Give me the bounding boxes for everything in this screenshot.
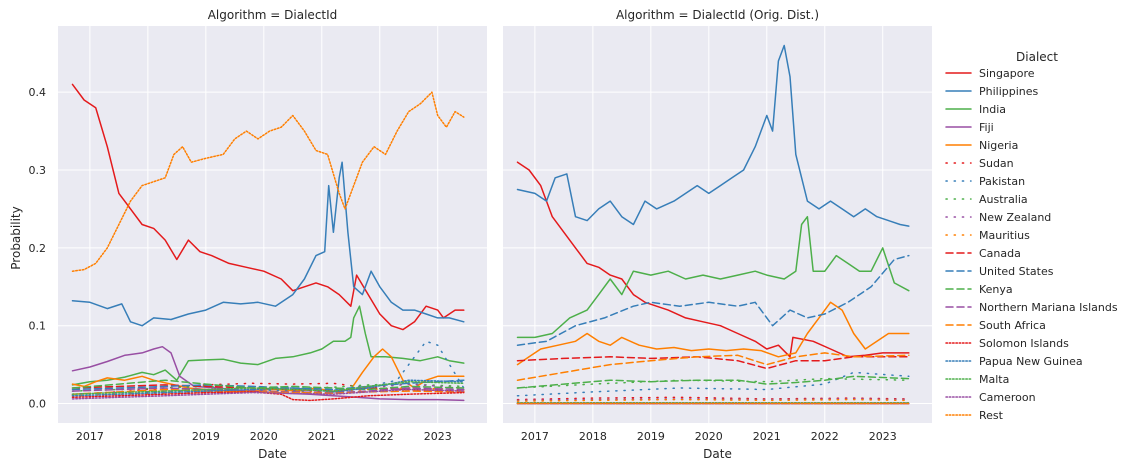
legend-entry: Rest (979, 409, 1004, 422)
legend-entry: Papua New Guinea (979, 355, 1083, 368)
panel-title: Algorithm = DialectId (208, 8, 338, 22)
series-line-india (71, 305, 465, 386)
series-line-philippines (516, 44, 910, 227)
series-line-malta (71, 380, 465, 395)
legend-entry: Northern Mariana Islands (979, 301, 1118, 314)
y-tick-label: 0.0 (29, 398, 47, 411)
legend-entry: Fiji (979, 121, 994, 134)
x-tick-label: 2018 (134, 430, 162, 443)
legend-entry: South Africa (979, 319, 1046, 332)
x-axis-label: Date (258, 447, 287, 461)
series-line-rest (71, 91, 465, 272)
series-line-kenya (71, 379, 465, 391)
series-group (516, 44, 910, 405)
series-line-cameroon (71, 388, 465, 400)
x-tick-label: 2023 (869, 430, 897, 443)
panel-title: Algorithm = DialectId (Orig. Dist.) (616, 8, 819, 22)
series-line-singapore (71, 83, 465, 331)
x-tick-label: 2021 (308, 430, 336, 443)
legend-entry: Australia (979, 193, 1028, 206)
series-group (71, 83, 465, 402)
x-tick-label: 2019 (637, 430, 665, 443)
x-tick-label: 2023 (424, 430, 452, 443)
series-line-pakistan (516, 371, 910, 397)
x-tick-label: 2018 (579, 430, 607, 443)
legend-entry: Solomon Islands (979, 337, 1069, 350)
series-line-nigeria (71, 348, 465, 393)
panel-2: 2017 2018 2019 2020 2021 2022 2023 Algorithm = … (503, 8, 932, 461)
series-line-south-africa (71, 388, 465, 395)
series-line-sudan (516, 396, 910, 401)
legend: Dialect Singapore Philippines India Fiji Nig… (945, 50, 1118, 422)
plot-background (58, 26, 487, 423)
x-tick-label: 2019 (192, 430, 220, 443)
legend-entry: Sudan (979, 157, 1014, 170)
legend-entry: Singapore (979, 67, 1035, 80)
legend-entry: Pakistan (979, 175, 1025, 188)
legend-entry: Philippines (979, 85, 1039, 98)
y-axis-label: Probability (9, 206, 23, 269)
series-line-south-africa (516, 352, 910, 381)
x-tick-label: 2020 (250, 430, 278, 443)
plot-background (503, 26, 932, 423)
series-line-nigeria (516, 301, 910, 366)
legend-entry: Malta (979, 373, 1009, 386)
panel-1: 2017 2018 2019 2020 2021 2022 2023 0.0 0.1 0.2 0.3… (29, 8, 487, 461)
y-tick-label: 0.2 (29, 242, 47, 255)
x-tick-label: 2022 (811, 430, 839, 443)
series-line-india (516, 215, 910, 339)
x-axis-label: Date (703, 447, 732, 461)
series-line-singapore (516, 161, 910, 358)
x-tick-label: 2021 (753, 430, 781, 443)
series-line-mauritius (516, 398, 910, 402)
legend-entry: New Zealand (979, 211, 1051, 224)
series-line-united-states (516, 254, 910, 346)
y-tick-label: 0.3 (29, 164, 47, 177)
y-tick-label: 0.4 (29, 86, 47, 99)
legend-title: Dialect (1016, 50, 1058, 64)
legend-entry: Nigeria (979, 139, 1018, 152)
series-line-philippines (71, 161, 465, 327)
series-line-solomon-islands (71, 391, 465, 402)
series-line-kenya (516, 375, 910, 389)
y-tick-label: 0.1 (29, 320, 47, 333)
legend-entry: Mauritius (979, 229, 1030, 242)
series-line-canada (516, 356, 910, 370)
legend-entry: United States (979, 265, 1054, 278)
legend-entry: India (979, 103, 1006, 116)
x-tick-label: 2017 (521, 430, 549, 443)
legend-entry: Kenya (979, 283, 1013, 296)
legend-entry: Cameroon (979, 391, 1036, 404)
x-tick-label: 2017 (76, 430, 104, 443)
x-tick-label: 2020 (695, 430, 723, 443)
legend-entry: Canada (979, 247, 1021, 260)
x-tick-label: 2022 (366, 430, 394, 443)
series-line-fiji (71, 345, 465, 402)
